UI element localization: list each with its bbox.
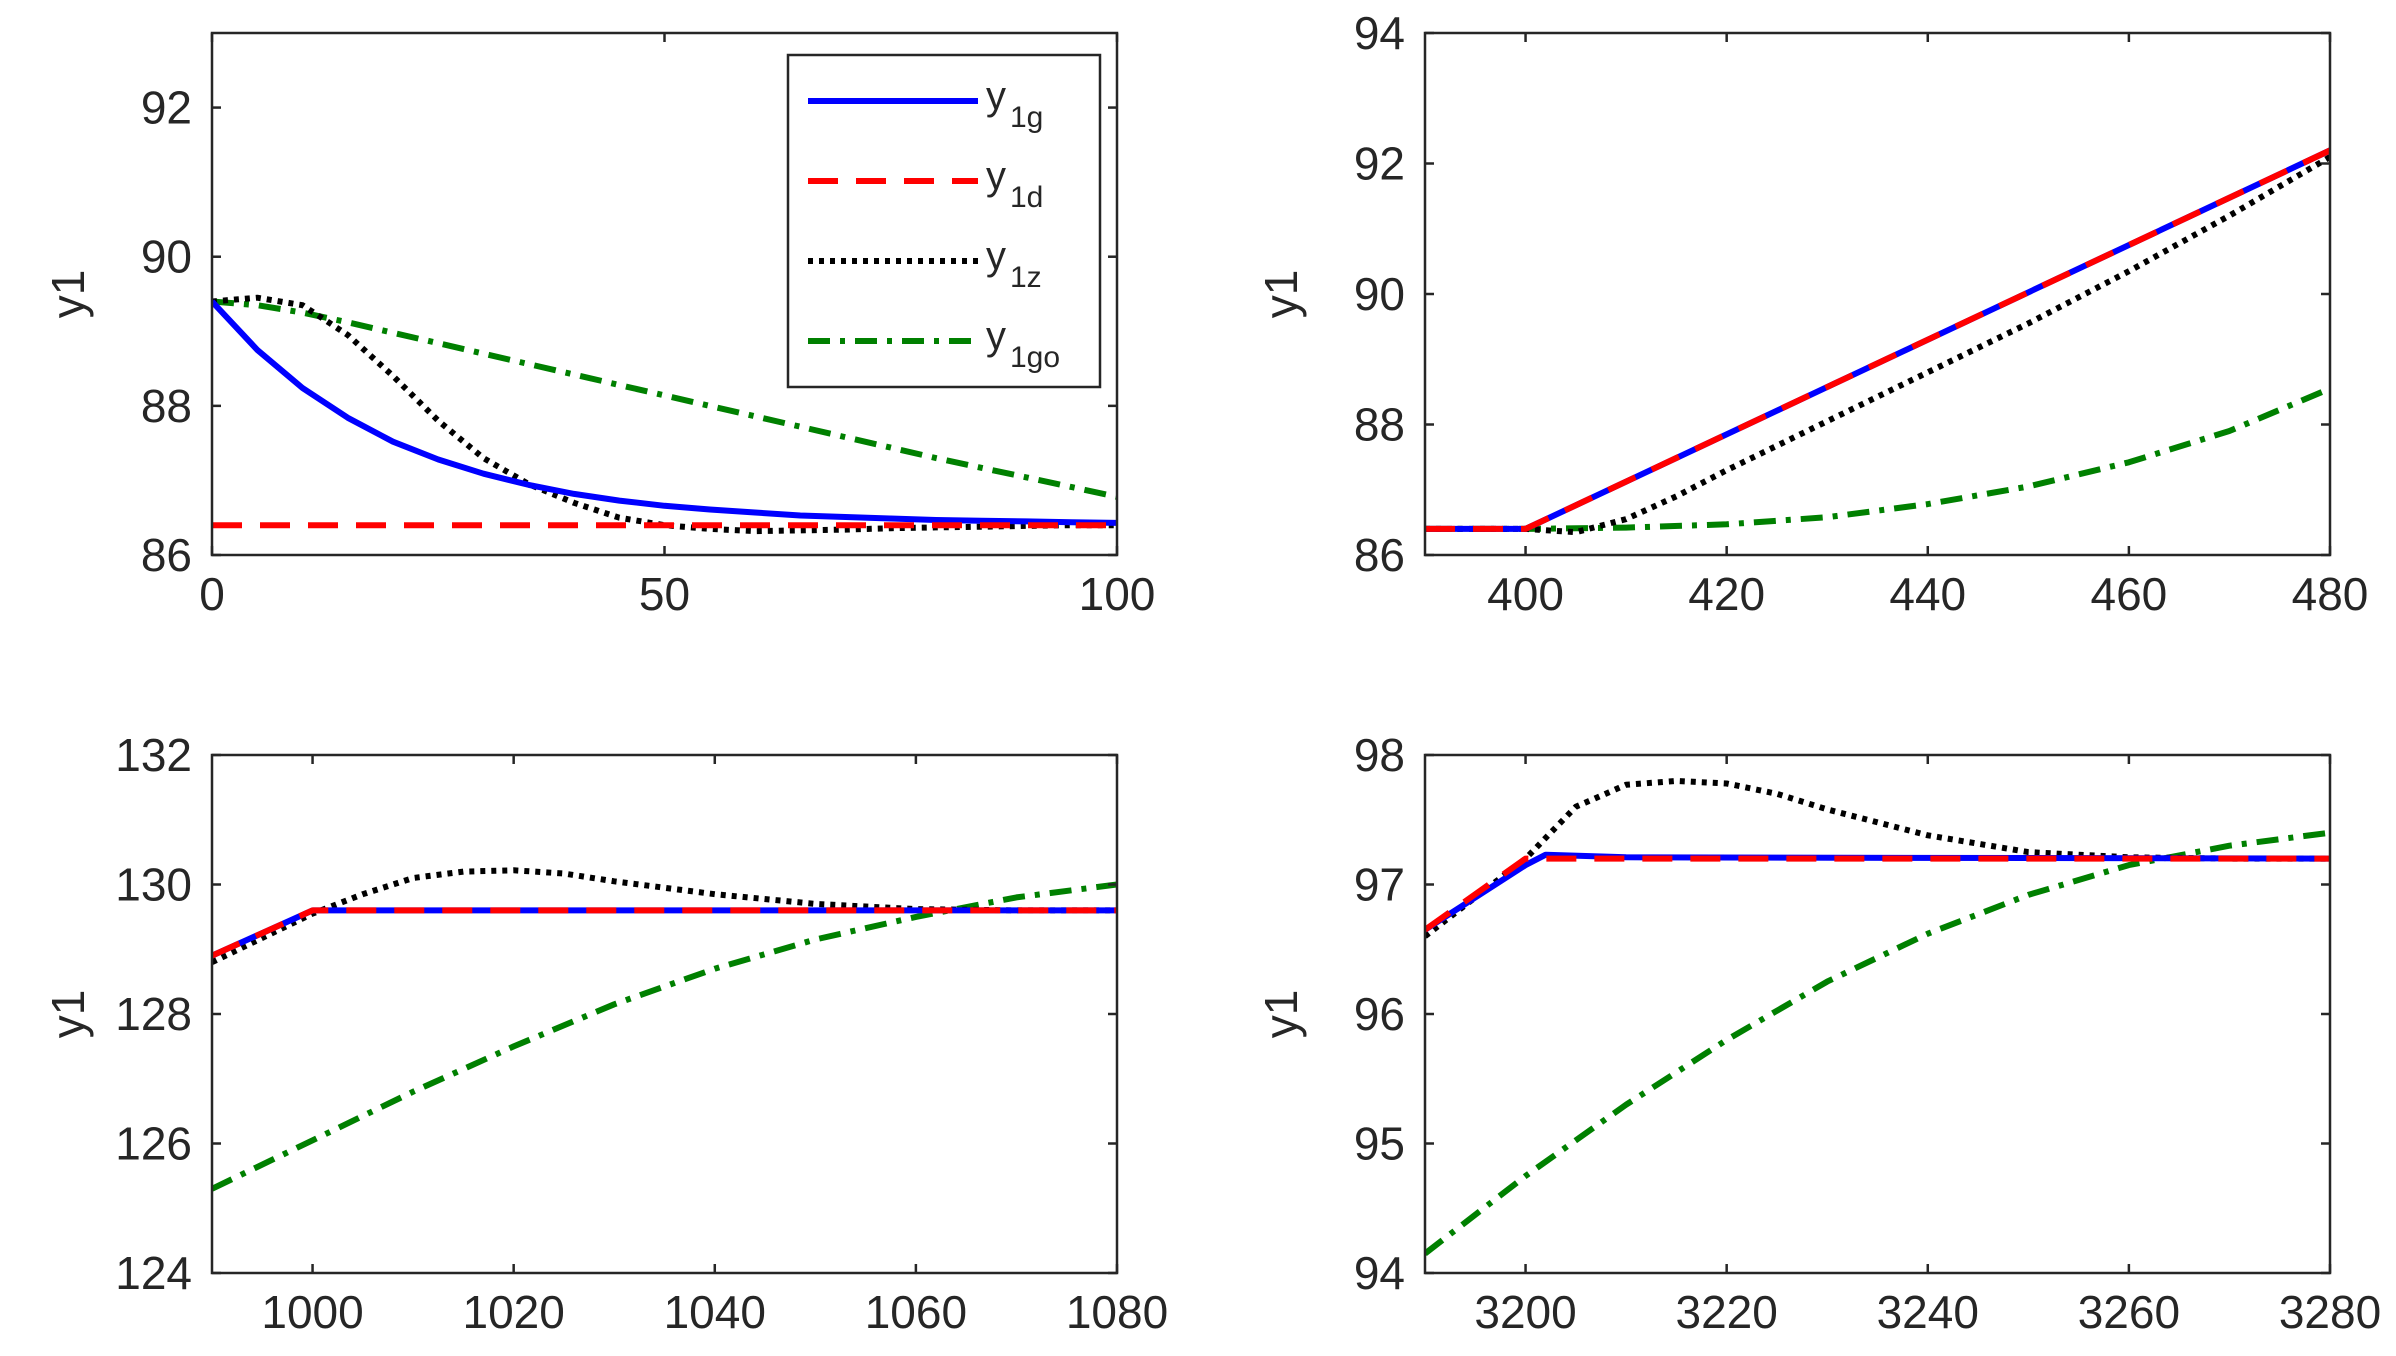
subplot-top-left: 0 50 100 86 88 90 92 y1 y 1g y 1d y 1z y 1go [42, 31, 1156, 620]
legend-label-y1z: y 1z [986, 234, 1042, 294]
x-tick-label: 1000 [261, 1286, 363, 1338]
y-axis-label: y1 [1255, 270, 1307, 319]
y-tick-label: 94 [1354, 1247, 1405, 1299]
series-line-y1g [212, 907, 1117, 959]
y-tick-label: 90 [1354, 268, 1405, 320]
series-line-y1g [1425, 851, 2330, 933]
subplot-bottom-right: 3200 3220 3240 3260 3280 94 95 96 97 98 y1 [1255, 729, 2381, 1338]
axes-frame [1423, 31, 2332, 557]
x-tick-label: 480 [2292, 568, 2369, 620]
legend-label-y1g: y 1g [986, 74, 1043, 134]
legend-label-y1d: y 1d [986, 154, 1043, 214]
y-tick-label: 88 [1354, 399, 1405, 451]
y-axis-label: y1 [42, 990, 94, 1039]
y-tick-label: 130 [115, 859, 192, 911]
x-tick-label: 460 [2091, 568, 2168, 620]
y-tick-label: 128 [115, 988, 192, 1040]
y-tick-label: 90 [141, 231, 192, 283]
x-tick-label: 400 [1487, 568, 1564, 620]
axes-frame [1423, 753, 2332, 1275]
series-line-y1g [1425, 147, 2330, 532]
y-axis-label: y1 [42, 270, 94, 319]
subplot-top-right: 400 420 440 460 480 86 88 90 92 94 y1 [1255, 7, 2368, 620]
x-tick-label: 3200 [1474, 1286, 1576, 1338]
subplot-bottom-left: 1000 1020 1040 1060 1080 124 126 128 130 132 y1 [42, 729, 1168, 1338]
series-line-y1go [212, 298, 1117, 500]
y-tick-label: 88 [141, 380, 192, 432]
series-line-y1d [1425, 147, 2330, 532]
y-tick-label: 92 [1354, 138, 1405, 190]
x-tick-label: 50 [639, 568, 690, 620]
legend: y 1g y 1d y 1z y 1go [786, 53, 1102, 389]
y-tick-label: 97 [1354, 859, 1405, 911]
x-tick-label: 3280 [2279, 1286, 2381, 1338]
x-tick-label: 1080 [1066, 1286, 1168, 1338]
y-tick-label: 124 [115, 1247, 192, 1299]
x-tick-label: 3220 [1675, 1286, 1777, 1338]
x-tick-label: 0 [199, 568, 225, 620]
y-tick-label: 126 [115, 1118, 192, 1170]
x-tick-label: 100 [1079, 568, 1156, 620]
y-tick-label: 94 [1354, 7, 1405, 59]
y-tick-label: 95 [1354, 1118, 1405, 1170]
series-line-y1z [1425, 777, 2330, 939]
series-line-y1z [1425, 154, 2330, 536]
y-axis-label: y1 [1255, 990, 1307, 1039]
legend-label-y1go: y 1go [986, 314, 1060, 374]
x-tick-label: 3260 [2078, 1286, 2180, 1338]
series-line-y1z [212, 867, 1117, 965]
axes-frame [210, 753, 1119, 1275]
series-group [212, 867, 1117, 1192]
legend-box [786, 53, 1102, 389]
y-tick-label: 98 [1354, 729, 1405, 781]
y-tick-label: 86 [1354, 529, 1405, 581]
y-tick-label: 92 [141, 82, 192, 134]
series-line-y1d [212, 907, 1117, 959]
x-tick-label: 3240 [1877, 1286, 1979, 1338]
series-line-y1go [1425, 385, 2330, 532]
y-tick-label: 132 [115, 729, 192, 781]
series-line-y1go [1425, 829, 2330, 1256]
series-line-y1go [212, 881, 1117, 1192]
series-line-y1z [212, 294, 1117, 535]
series-line-y1g [212, 299, 1117, 526]
x-tick-label: 1060 [865, 1286, 967, 1338]
series-line-y1d [1425, 855, 2330, 933]
series-group [1425, 777, 2330, 1256]
x-tick-label: 440 [1889, 568, 1966, 620]
x-tick-label: 1020 [462, 1286, 564, 1338]
series-group [1425, 147, 2330, 536]
x-tick-label: 1040 [664, 1286, 766, 1338]
x-tick-label: 420 [1688, 568, 1765, 620]
y-tick-label: 86 [141, 529, 192, 581]
series-group [212, 294, 1117, 535]
y-tick-label: 96 [1354, 988, 1405, 1040]
